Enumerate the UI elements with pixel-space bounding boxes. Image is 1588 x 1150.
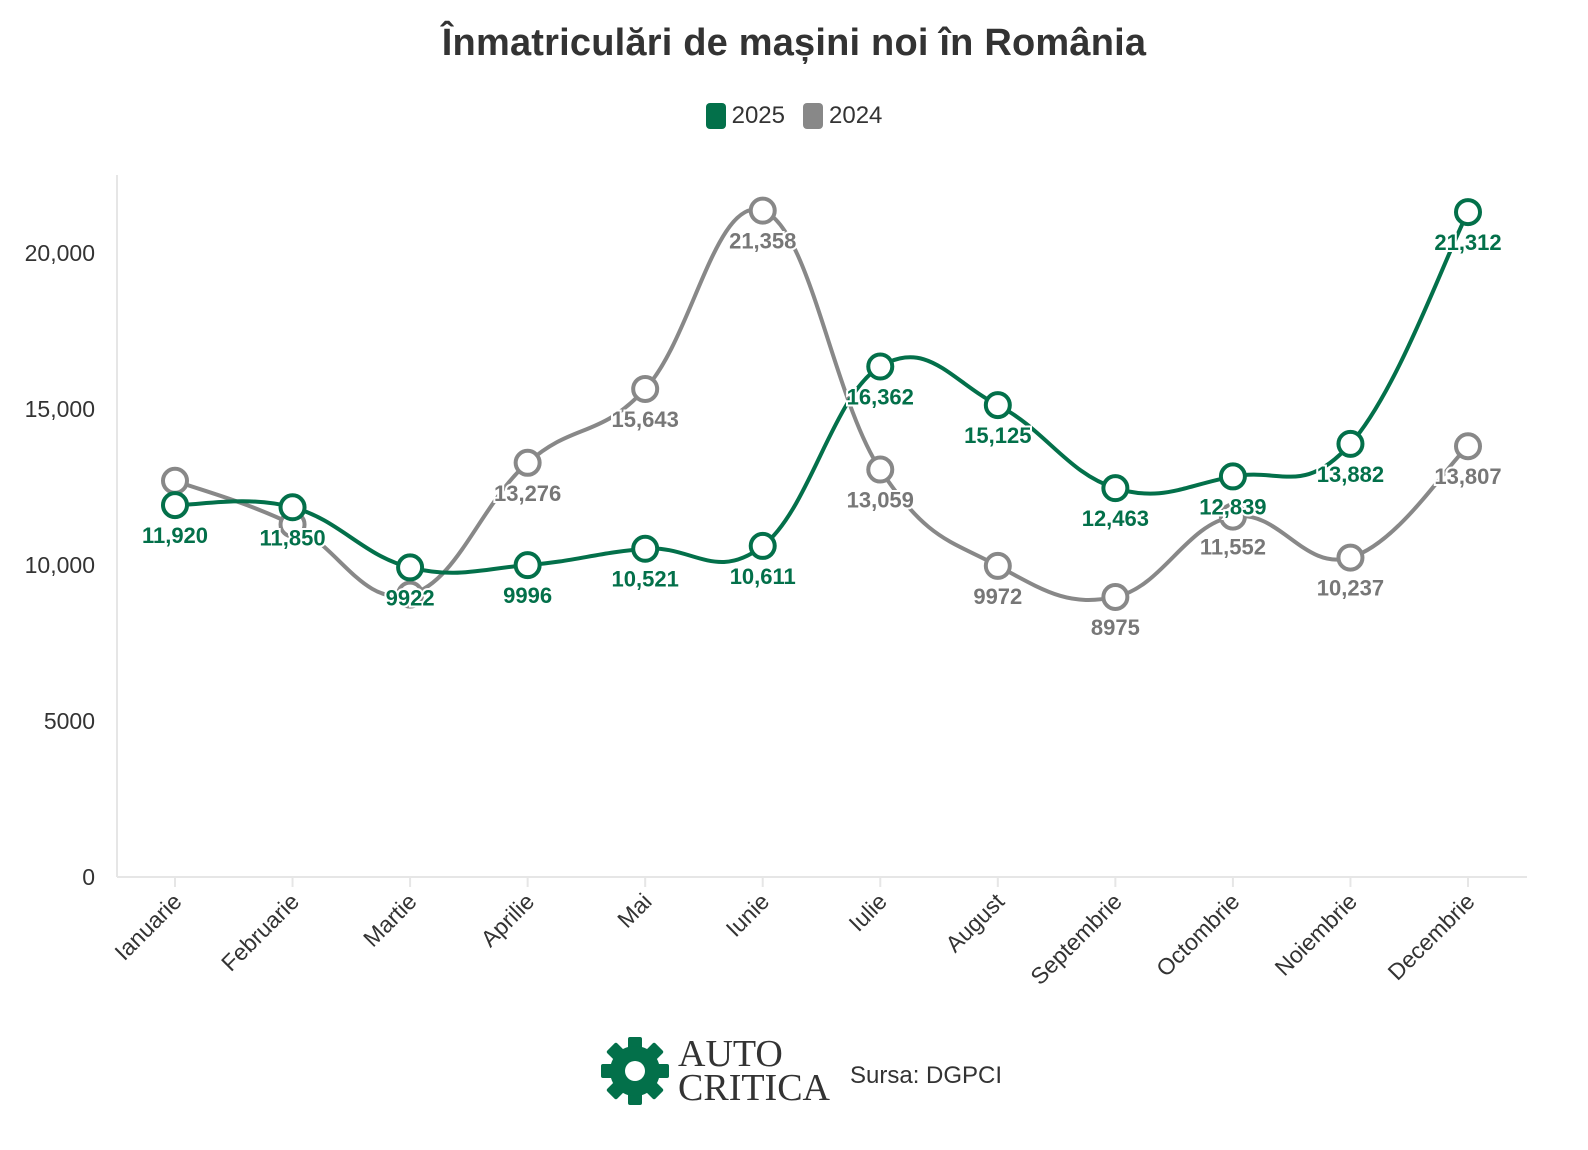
point-2024[interactable] <box>161 466 189 495</box>
point-2025[interactable] <box>396 553 425 582</box>
point-2024[interactable] <box>748 196 777 225</box>
point-2024[interactable] <box>396 580 425 609</box>
point-2024[interactable] <box>1218 502 1247 531</box>
y-tick-label: 20,000 <box>25 240 95 266</box>
data-label-2025: 9996 <box>503 583 552 608</box>
y-tick-label: 5000 <box>44 708 95 734</box>
point-2024[interactable] <box>1336 543 1365 572</box>
y-tick-label: 15,000 <box>25 396 95 422</box>
legend-item-2024[interactable]: 2024 <box>803 102 882 130</box>
gear-icon <box>601 1037 669 1105</box>
line-chart: 0 5000 10,000 15,000 20,000 Ianuarie Februarie… <box>25 175 1527 990</box>
point-2024[interactable] <box>1101 582 1130 611</box>
data-label-2024: 15,643 <box>612 407 679 432</box>
point-2025[interactable] <box>278 493 307 522</box>
x-tick-label: Noiembrie <box>1269 888 1362 981</box>
point-2025[interactable] <box>748 531 777 560</box>
data-label-2025: 15,125 <box>964 423 1031 448</box>
point-2025[interactable] <box>1218 462 1247 491</box>
y-tick-label: 10,000 <box>25 552 95 578</box>
legend-label-2024: 2024 <box>829 102 883 129</box>
x-tick-label: Iunie <box>721 888 775 942</box>
data-label-2024: 13,059 <box>847 488 914 513</box>
legend: 2025 2024 <box>0 102 1588 130</box>
x-tick-label: Octombrie <box>1151 888 1244 981</box>
x-tick-label: Decembrie <box>1383 888 1480 985</box>
series-2024 <box>161 196 1482 611</box>
point-2025[interactable] <box>983 391 1012 420</box>
x-tick-label: August <box>940 888 1009 957</box>
line-2025 <box>174 211 1470 575</box>
data-label-2024: 9972 <box>973 584 1022 609</box>
chart-title: Înmatriculări de mașini noi în România <box>441 22 1147 64</box>
legend-label-2025: 2025 <box>731 102 785 129</box>
point-2025[interactable] <box>161 491 189 520</box>
x-tick-label: Martie <box>358 888 422 952</box>
x-tick-label: Septembrie <box>1025 888 1127 990</box>
data-label-2025: 11,920 <box>142 523 208 548</box>
x-tick-label: Mai <box>612 888 657 933</box>
y-tick-label: 0 <box>82 864 95 890</box>
data-label-2025: 9922 <box>386 585 435 610</box>
data-label-2025: 21,312 <box>1434 230 1501 255</box>
data-label-2025: 10,611 <box>730 564 796 589</box>
data-label-2024: 10,237 <box>1317 576 1384 601</box>
point-2024[interactable] <box>1454 432 1482 461</box>
legend-item-2025[interactable]: 2025 <box>705 102 785 130</box>
legend-swatch-2024 <box>803 103 823 129</box>
point-2025[interactable] <box>1101 474 1130 503</box>
footer: AUTO CRITICA Sursa: DGPCI <box>0 1033 1588 1116</box>
data-label-2025: 11,850 <box>260 525 326 550</box>
data-label-2025: 12,463 <box>1082 506 1149 531</box>
data-label-2025: 13,882 <box>1317 462 1384 487</box>
x-tick-label: Ianuarie <box>109 888 186 965</box>
data-label-2025: 12,839 <box>1199 494 1266 519</box>
autocritica-logo: AUTO CRITICA <box>600 1033 830 1109</box>
series-2025 <box>161 198 1482 582</box>
x-tick-label: Februarie <box>216 888 304 976</box>
data-label-2024: 8975 <box>1091 615 1140 640</box>
data-label-2025: 10,521 <box>612 567 679 592</box>
legend-swatch-2025 <box>705 103 726 129</box>
source-note: Sursa: DGPCI <box>850 1062 1003 1089</box>
point-2025[interactable] <box>1454 198 1482 227</box>
point-2024[interactable] <box>513 448 542 477</box>
x-tick-label: Iulie <box>844 888 892 936</box>
point-2024[interactable] <box>983 551 1012 580</box>
x-tick-label: Aprilie <box>476 888 540 952</box>
data-label-2024: 13,276 <box>494 481 561 506</box>
line-2024 <box>174 207 1470 602</box>
data-label-2025: 16,362 <box>847 385 914 410</box>
logo-line-2: CRITICA <box>678 1067 830 1109</box>
point-2025[interactable] <box>513 551 542 580</box>
data-label-2024: 13,807 <box>1434 464 1501 489</box>
point-2025[interactable] <box>1336 429 1365 458</box>
data-label-2024: 21,358 <box>729 229 796 254</box>
point-2025[interactable] <box>631 534 660 563</box>
point-2024[interactable] <box>631 374 660 403</box>
point-2025[interactable] <box>866 352 895 381</box>
logo-line-1: AUTO <box>678 1033 783 1075</box>
logo-text: AUTO CRITICA <box>678 1033 830 1109</box>
data-label-2024: 11,552 <box>1200 535 1266 560</box>
point-2024[interactable] <box>866 455 895 484</box>
